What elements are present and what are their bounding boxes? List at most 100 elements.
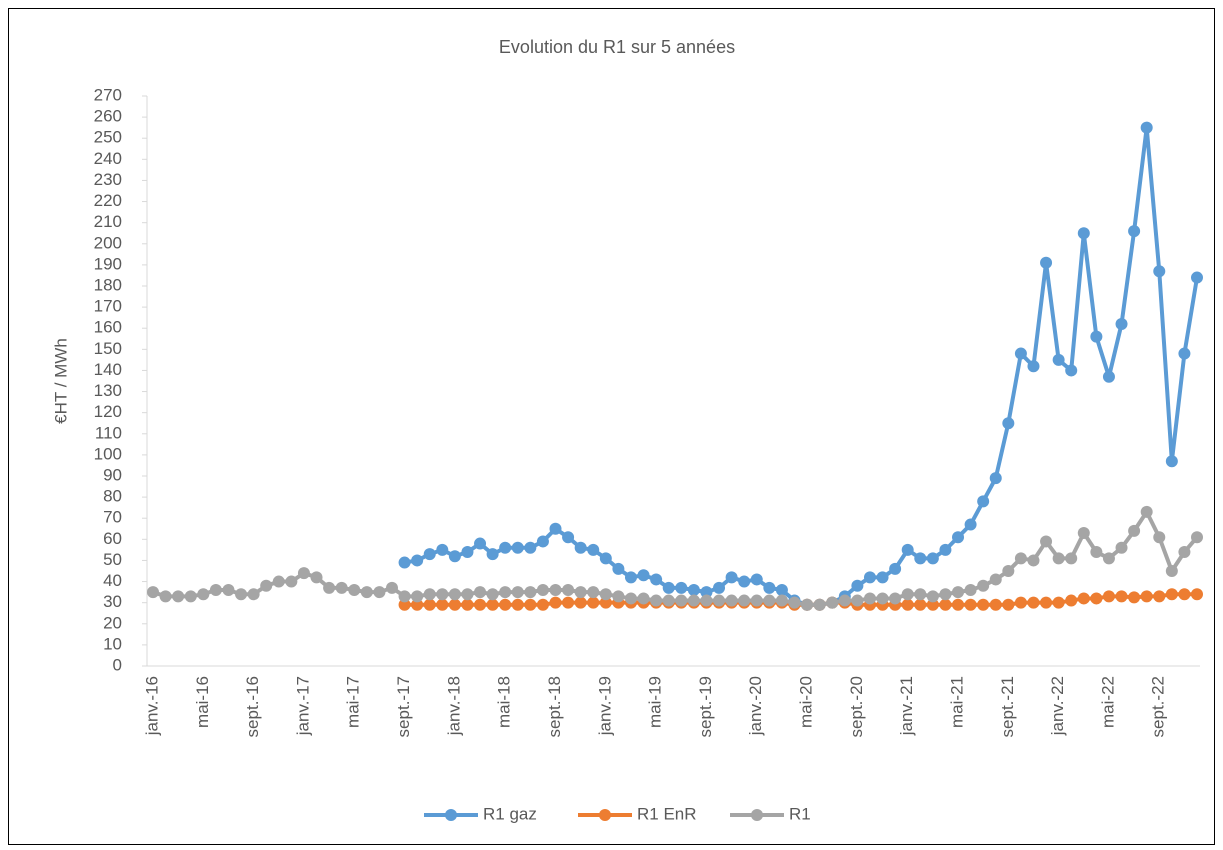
legend-label: R1 EnR	[637, 804, 697, 823]
data-point	[335, 581, 348, 594]
data-point	[209, 584, 222, 596]
y-tick-label: 90	[103, 465, 122, 484]
data-point	[486, 598, 499, 611]
data-point	[1128, 524, 1141, 537]
data-point	[147, 586, 159, 599]
data-point	[952, 531, 965, 544]
data-point	[700, 594, 713, 607]
data-point	[826, 596, 839, 609]
data-point	[662, 594, 675, 607]
data-point	[939, 598, 952, 611]
legend-label: R1 gaz	[483, 804, 537, 823]
y-tick-label: 150	[94, 339, 122, 358]
legend-marker	[445, 809, 457, 821]
data-point	[1140, 505, 1153, 518]
data-point	[889, 562, 902, 575]
x-tick-label: janv.-22	[1048, 676, 1067, 736]
data-point	[1040, 535, 1053, 548]
y-tick-label: 70	[103, 508, 122, 527]
data-point	[448, 550, 461, 563]
data-point	[1027, 554, 1040, 567]
x-tick-label: janv.-20	[746, 676, 765, 736]
data-point	[624, 592, 637, 605]
data-point	[1115, 541, 1128, 554]
x-tick-label: mai-18	[495, 676, 514, 728]
data-point	[461, 546, 474, 558]
y-tick-label: 0	[113, 655, 122, 674]
data-point	[474, 598, 487, 611]
data-point	[1140, 121, 1153, 134]
x-tick-label: mai-22	[1098, 676, 1117, 728]
data-point	[222, 584, 235, 596]
data-point	[1128, 225, 1141, 238]
data-point	[474, 537, 487, 550]
data-point	[851, 579, 864, 592]
data-point	[675, 581, 688, 594]
data-point	[775, 594, 788, 607]
data-point	[939, 588, 952, 601]
data-point	[562, 584, 575, 596]
data-point	[448, 588, 461, 601]
data-point	[499, 586, 512, 599]
x-tick-label: sept.-20	[847, 676, 866, 737]
data-point	[914, 588, 927, 601]
data-point	[750, 573, 763, 586]
x-tick-label: mai-20	[797, 676, 816, 728]
data-point	[1002, 598, 1015, 611]
data-point	[524, 586, 537, 599]
chart-title: Evolution du R1 sur 5 années	[499, 37, 735, 57]
data-point	[1165, 455, 1178, 468]
data-point	[612, 562, 625, 575]
data-point	[197, 588, 210, 601]
data-point	[524, 541, 537, 554]
data-point	[901, 598, 914, 611]
data-point	[926, 598, 939, 611]
data-point	[675, 594, 688, 607]
x-tick-label: mai-19	[646, 676, 665, 728]
data-point	[725, 571, 738, 584]
data-point	[461, 598, 474, 611]
data-point	[474, 586, 487, 599]
data-point	[952, 598, 965, 611]
y-tick-label: 180	[94, 275, 122, 294]
y-tick-label: 110	[95, 423, 122, 442]
data-point	[725, 594, 738, 607]
data-point	[1165, 588, 1178, 601]
data-point	[1040, 596, 1053, 609]
data-point	[411, 554, 424, 567]
data-point	[1090, 330, 1103, 343]
data-point	[1002, 565, 1015, 577]
data-point	[549, 596, 562, 609]
data-point	[423, 598, 436, 611]
data-point	[599, 588, 612, 601]
data-point	[989, 573, 1002, 586]
y-tick-label: 160	[94, 318, 122, 337]
y-tick-label: 10	[103, 634, 122, 653]
y-tick-label: 140	[94, 360, 122, 379]
data-point	[926, 590, 939, 603]
y-tick-label: 130	[94, 381, 122, 400]
data-point	[1052, 552, 1065, 565]
data-point	[373, 586, 386, 599]
data-point	[1014, 347, 1027, 360]
data-point	[650, 573, 663, 586]
data-point	[423, 548, 436, 561]
data-point	[876, 592, 889, 605]
data-point	[851, 594, 864, 607]
data-point	[977, 495, 990, 508]
data-point	[964, 584, 977, 596]
data-point	[310, 571, 323, 584]
chart-border	[8, 8, 1215, 845]
data-point	[964, 518, 977, 531]
data-point	[801, 598, 814, 611]
data-point	[1191, 271, 1203, 284]
data-point	[260, 579, 273, 592]
data-point	[348, 584, 361, 596]
data-point	[574, 586, 587, 599]
y-tick-label: 260	[94, 107, 122, 126]
data-point	[562, 531, 575, 544]
data-point	[901, 543, 914, 556]
data-point	[499, 541, 512, 554]
data-point	[1102, 552, 1115, 565]
